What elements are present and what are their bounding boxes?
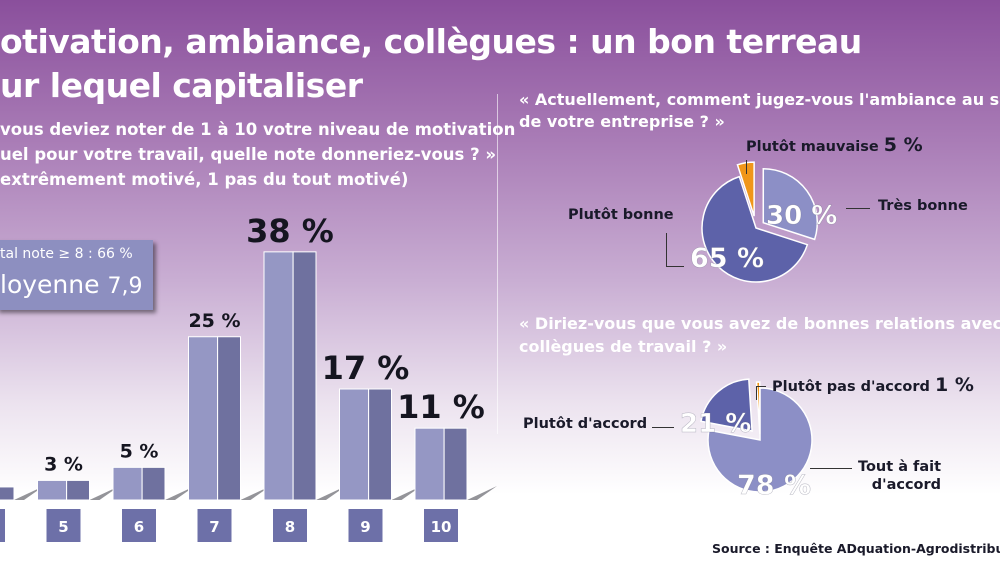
category-label-9: 9 bbox=[360, 518, 370, 536]
pie2-question-line-1: « Diriez-vous que vous avez de bonnes re… bbox=[519, 314, 1000, 333]
pie2-value-label-0: 78 % bbox=[737, 470, 811, 501]
category-label-10: 10 bbox=[431, 518, 452, 536]
bar-value-label-8: 38 % bbox=[246, 212, 334, 250]
bar-value-label-7: 25 % bbox=[188, 310, 240, 332]
pie1-question-line-1: « Actuellement, comment jugez-vous l'amb… bbox=[519, 90, 1000, 109]
pie2-label-pas-accord: Plutôt pas d'accord 1 % bbox=[772, 374, 974, 396]
pie1-label-mauvaise: Plutôt mauvaise 5 % bbox=[746, 134, 923, 156]
pie2-leader-plutot-accord bbox=[652, 427, 674, 428]
bar-question-line-1: vous deviez noter de 1 à 10 votre niveau… bbox=[0, 120, 516, 139]
bar-side-10 bbox=[443, 427, 468, 501]
pie1-value-label-1: 65 % bbox=[690, 243, 764, 274]
bar-10 bbox=[414, 427, 445, 501]
bar-shadow bbox=[467, 486, 497, 500]
bar-6 bbox=[112, 466, 143, 501]
bar-side-8 bbox=[292, 251, 317, 501]
pie2-leader-pas-accord bbox=[756, 386, 757, 400]
pie1-leader-plutot-bonne bbox=[666, 233, 667, 266]
category-box-5 bbox=[46, 509, 81, 542]
bar-side-7 bbox=[217, 336, 241, 501]
bar-shadow bbox=[240, 486, 271, 500]
bar-shadow bbox=[89, 486, 120, 500]
category-box-10 bbox=[424, 509, 458, 542]
bar-shadow bbox=[391, 486, 422, 500]
bar-9 bbox=[339, 388, 370, 501]
bar-shadow bbox=[165, 486, 195, 500]
pie2-label-tout-a-fait: Tout à fait d'accord bbox=[858, 459, 942, 493]
pie1-leader-tres-bonne bbox=[846, 208, 870, 209]
category-label-5: 5 bbox=[58, 518, 68, 536]
source-note: Source : Enquête ADquation-Agrodistribut… bbox=[712, 541, 1000, 556]
category-box-7 bbox=[197, 509, 232, 542]
bar-value-label-5: 3 % bbox=[44, 453, 83, 475]
pie2-question-line-2: collègues de travail ? » bbox=[519, 337, 728, 356]
pie2-value-label-1: 21 % bbox=[680, 409, 751, 439]
category-box-6 bbox=[122, 509, 156, 542]
pie1-question-line-2: de votre entreprise ? » bbox=[519, 112, 725, 131]
summary-mean-label: loyenne bbox=[0, 270, 100, 299]
category-label-6: 6 bbox=[134, 518, 144, 536]
pie1-slice-0 bbox=[762, 167, 819, 241]
pie2-leader-pas-accord-h bbox=[756, 386, 766, 387]
divider bbox=[497, 94, 498, 434]
bar-8 bbox=[263, 251, 294, 501]
pie2-slice-1 bbox=[700, 378, 753, 432]
bar-5 bbox=[37, 479, 68, 501]
title-line-1: otivation, ambiance, collègues : un bon … bbox=[0, 22, 862, 61]
pie1-label-plutot-bonne: Plutôt bonne bbox=[568, 207, 674, 223]
pie1-leader-mauvaise bbox=[746, 160, 747, 174]
pie2-slice-0 bbox=[707, 387, 813, 493]
pie1-label-tres-bonne: Très bonne bbox=[878, 198, 968, 214]
bar-question-line-3: extrêmement motivé, 1 pas du tout motivé… bbox=[0, 170, 409, 189]
bar-value-label-6: 5 % bbox=[120, 440, 159, 462]
category-label-8: 8 bbox=[285, 518, 295, 536]
pie2-label-plutot-accord: Plutôt d'accord bbox=[523, 416, 648, 432]
category-box-8 bbox=[273, 509, 307, 542]
title-line-2: ur lequel capitaliser bbox=[0, 66, 363, 105]
pie2-slice-2 bbox=[755, 381, 761, 435]
bar-question-line-2: uel pour votre travail, quelle note donn… bbox=[0, 145, 497, 164]
bar-7 bbox=[188, 336, 219, 501]
bar-value-label-10: 11 % bbox=[397, 388, 485, 426]
bar-value-label-9: 17 % bbox=[322, 349, 410, 387]
bar-shadow bbox=[14, 486, 44, 500]
category-box-9 bbox=[348, 509, 383, 542]
pie1-slice-1 bbox=[701, 175, 809, 283]
pie1-slice-2 bbox=[736, 161, 755, 217]
bar-side-5 bbox=[66, 479, 91, 501]
bar-shadow bbox=[316, 486, 346, 500]
summary-total: tal note ≥ 8 : 66 % bbox=[0, 246, 133, 262]
pie1-leader-plutot-bonne-h bbox=[666, 266, 684, 267]
bar-side-9 bbox=[368, 388, 392, 501]
category-box-4 bbox=[0, 509, 5, 542]
summary-box: tal note ≥ 8 : 66 % loyenne 7,9 bbox=[0, 240, 153, 310]
bar-side-4 bbox=[0, 486, 15, 501]
summary-mean-value: 7,9 bbox=[107, 274, 143, 299]
category-label-7: 7 bbox=[209, 518, 219, 536]
pie2-leader-tout-a-fait bbox=[810, 468, 852, 469]
pie1-value-label-0: 30 % bbox=[766, 201, 837, 231]
bar-side-6 bbox=[141, 466, 166, 501]
